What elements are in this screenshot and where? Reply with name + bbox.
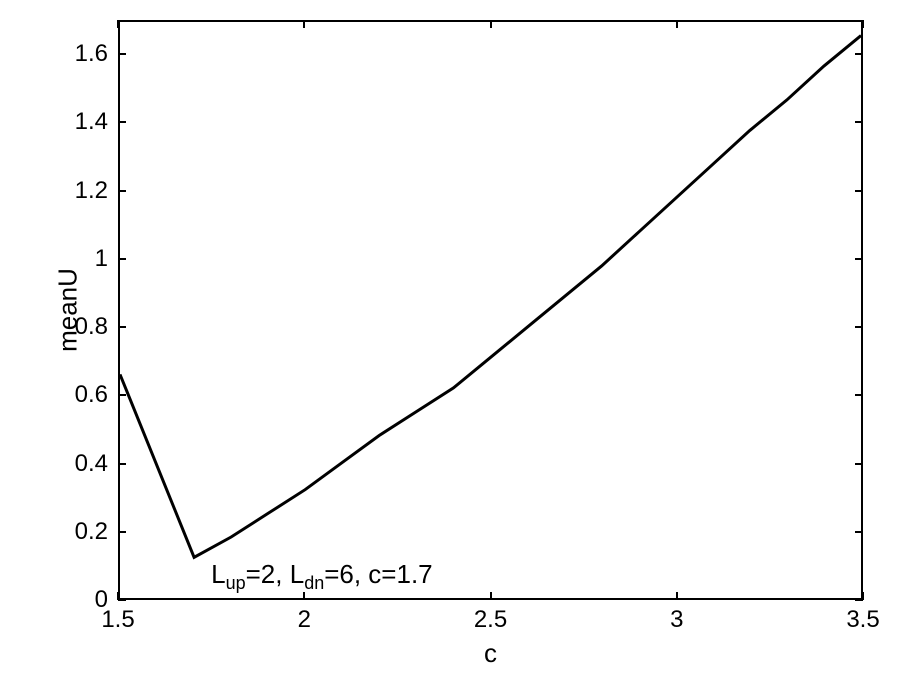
y-tick-mark (118, 190, 126, 192)
x-tick-mark-top (676, 20, 678, 28)
y-tick-mark-right (855, 190, 863, 192)
y-tick-label: 0.4 (75, 450, 108, 478)
annotation-sub-up: up (226, 573, 246, 593)
chart-container: 1.522.533.500.20.40.60.811.21.41.6 c mea… (0, 0, 899, 690)
x-tick-label: 3 (670, 606, 683, 634)
annotation-L2: L (290, 559, 304, 589)
y-tick-label: 0.6 (75, 381, 108, 409)
x-tick-label: 3.5 (846, 606, 879, 634)
y-tick-mark-right (855, 53, 863, 55)
x-tick-mark-top (862, 20, 864, 28)
y-tick-mark-right (855, 121, 863, 123)
x-tick-label: 2 (298, 606, 311, 634)
y-tick-mark (118, 121, 126, 123)
y-axis-label: meanU (52, 268, 83, 352)
x-tick-mark (490, 592, 492, 600)
y-tick-mark-right (855, 326, 863, 328)
x-tick-label: 2.5 (474, 606, 507, 634)
y-tick-mark-right (855, 599, 863, 601)
y-tick-mark (118, 531, 126, 533)
y-tick-mark (118, 463, 126, 465)
y-tick-label: 0 (95, 586, 108, 614)
y-tick-mark-right (855, 531, 863, 533)
y-tick-mark (118, 394, 126, 396)
chart-annotation: Lup=2, Ldn=6, c=1.7 (211, 559, 433, 594)
y-tick-mark (118, 599, 126, 601)
y-tick-mark (118, 258, 126, 260)
y-tick-label: 0.2 (75, 518, 108, 546)
line-chart-svg (120, 22, 861, 598)
y-tick-mark-right (855, 394, 863, 396)
data-line (120, 36, 861, 558)
y-tick-label: 1.4 (75, 108, 108, 136)
x-axis-label: c (484, 638, 497, 669)
y-tick-label: 1 (95, 245, 108, 273)
y-tick-mark (118, 53, 126, 55)
x-tick-mark-top (490, 20, 492, 28)
y-tick-mark (118, 326, 126, 328)
x-tick-mark-top (117, 20, 119, 28)
x-tick-mark-top (303, 20, 305, 28)
annotation-sub-dn: dn (304, 573, 324, 593)
y-tick-label: 1.2 (75, 177, 108, 205)
annotation-L1: L (211, 559, 225, 589)
annotation-eq2: =2, (246, 559, 290, 589)
y-tick-mark-right (855, 463, 863, 465)
y-tick-mark-right (855, 258, 863, 260)
plot-area (118, 20, 863, 600)
x-tick-mark (676, 592, 678, 600)
y-tick-label: 1.6 (75, 40, 108, 68)
annotation-eq6: =6, c=1.7 (324, 559, 432, 589)
